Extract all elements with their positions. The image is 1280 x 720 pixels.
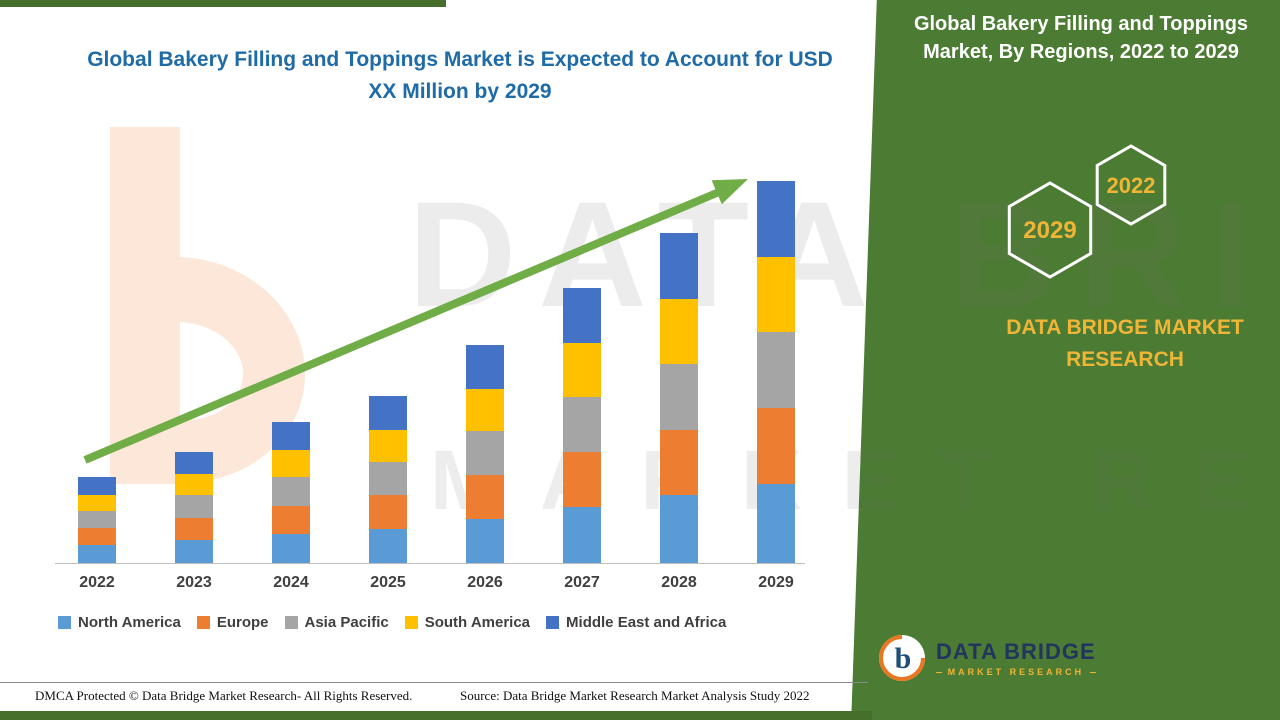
x-axis-label: 2028: [661, 574, 697, 591]
hexagon-2022-label: 2022: [1107, 173, 1156, 198]
bar-2022: [78, 477, 116, 563]
x-axis-label: 2027: [564, 574, 600, 591]
bar-segment-south-america: [466, 388, 504, 432]
bar-segment-south-america: [757, 256, 795, 333]
bar-segment-europe: [369, 495, 407, 529]
bar-segment-middle-east-and-africa: [466, 344, 504, 389]
page-title: Global Bakery Filling and Toppings Marke…: [87, 48, 833, 103]
company-logo-subtitle-text: MARKET RESEARCH: [947, 667, 1085, 677]
bar-segment-asia-pacific: [78, 510, 116, 528]
company-logo: b DATA BRIDGE MARKET RESEARCH: [878, 634, 1096, 682]
legend-swatch: [58, 616, 71, 629]
legend-label: North America: [78, 614, 181, 631]
bottom-green-strip: [0, 711, 872, 720]
bar-segment-north-america: [466, 518, 504, 563]
bar-segment-north-america: [563, 506, 601, 563]
bar-segment-asia-pacific: [369, 462, 407, 496]
hexagon-2029-outline: [1007, 181, 1093, 279]
bar-segment-asia-pacific: [660, 363, 698, 430]
bar-segment-middle-east-and-africa: [78, 477, 116, 495]
bar-segment-asia-pacific: [175, 495, 213, 518]
trend-arrow-icon: [83, 179, 748, 464]
bar-segment-south-america: [563, 343, 601, 398]
bar-segment-north-america: [78, 545, 116, 563]
legend-swatch: [284, 616, 298, 629]
brand-name-line2: RESEARCH: [1066, 347, 1184, 371]
x-axis-labels: 2022 2023 2024 2025 2026 2027 2028 2029: [60, 574, 805, 598]
brand-name-line1: DATA BRIDGE MARKET: [1006, 316, 1244, 339]
bar-segment-europe: [660, 429, 698, 496]
bar-segment-south-america: [78, 494, 116, 511]
footer-divider: [0, 682, 868, 683]
legend-swatch: [196, 616, 210, 629]
hexagon-2029-label: 2029: [1023, 217, 1076, 244]
bar-segment-north-america: [272, 533, 310, 563]
bar-segment-north-america: [175, 539, 213, 563]
bar-segment-middle-east-and-africa: [757, 181, 795, 257]
bar-segment-asia-pacific: [466, 431, 504, 475]
top-green-strip: [0, 0, 446, 7]
bar-segment-middle-east-and-africa: [369, 396, 407, 430]
legend-item: Asia Pacific: [284, 614, 389, 631]
bar-2027: [563, 288, 601, 563]
legend-label: Middle East and Africa: [566, 614, 727, 631]
x-axis-label: 2022: [79, 574, 115, 591]
svg-text:b: b: [895, 642, 912, 675]
bar-segment-north-america: [757, 484, 795, 563]
logo-rule-left: [936, 671, 942, 673]
legend-item: North America: [58, 614, 181, 631]
company-logo-subtitle: MARKET RESEARCH: [936, 667, 1096, 677]
company-logo-title: DATA BRIDGE: [936, 639, 1096, 664]
x-axis-label: 2024: [273, 574, 309, 591]
side-panel-title: Global Bakery Filling and Toppings Marke…: [913, 13, 1249, 63]
logo-rule-right: [1090, 671, 1096, 673]
hexagon-2022-outline: [1095, 144, 1167, 226]
bar-segment-europe: [466, 474, 504, 519]
bar-segment-europe: [563, 451, 601, 507]
bar-segment-europe: [757, 408, 795, 485]
bar-segment-north-america: [660, 495, 698, 563]
legend-item: Middle East and Africa: [546, 614, 726, 631]
brand-name-text: DATA BRIDGE MARKET RESEARCH: [1000, 312, 1250, 375]
x-axis-label: 2026: [467, 574, 503, 591]
company-logo-icon: b: [879, 635, 925, 681]
bar-segment-europe: [78, 527, 116, 546]
bar-segment-middle-east-and-africa: [563, 288, 601, 344]
bar-segment-asia-pacific: [757, 332, 795, 409]
bar-segment-south-america: [369, 429, 407, 463]
dmca-notice: DMCA Protected © Data Bridge Market Rese…: [35, 688, 413, 703]
source-note: Source: Data Bridge Market Research Mark…: [460, 688, 810, 703]
bar-segment-south-america: [660, 298, 698, 364]
bar-segment-europe: [175, 517, 213, 540]
legend: North America Europe Asia Pacific South Ame…: [58, 614, 726, 631]
legend-label: South America: [424, 614, 531, 631]
bar-2029: [757, 181, 795, 563]
legend-label: Asia Pacific: [304, 614, 389, 631]
x-axis-label: 2023: [176, 574, 212, 591]
legend-item: South America: [404, 614, 531, 631]
year-hexagons: 2029 2022: [1007, 144, 1167, 279]
x-axis-label: 2029: [758, 574, 794, 591]
company-logo-text: DATA BRIDGE MARKET RESEARCH: [936, 639, 1096, 677]
x-axis-line: [55, 563, 805, 564]
legend-label: Europe: [216, 614, 269, 631]
bar-2025: [369, 396, 407, 563]
bar-2028: [660, 232, 698, 563]
bar-segment-asia-pacific: [563, 397, 601, 452]
bar-segment-middle-east-and-africa: [660, 232, 698, 299]
bar-segment-europe: [272, 505, 310, 534]
legend-item: Europe: [196, 614, 269, 631]
legend-swatch: [404, 616, 418, 629]
bar-2026: [466, 344, 504, 563]
legend-swatch: [546, 616, 560, 629]
x-axis-label: 2025: [370, 574, 406, 591]
bar-segment-north-america: [369, 528, 407, 563]
